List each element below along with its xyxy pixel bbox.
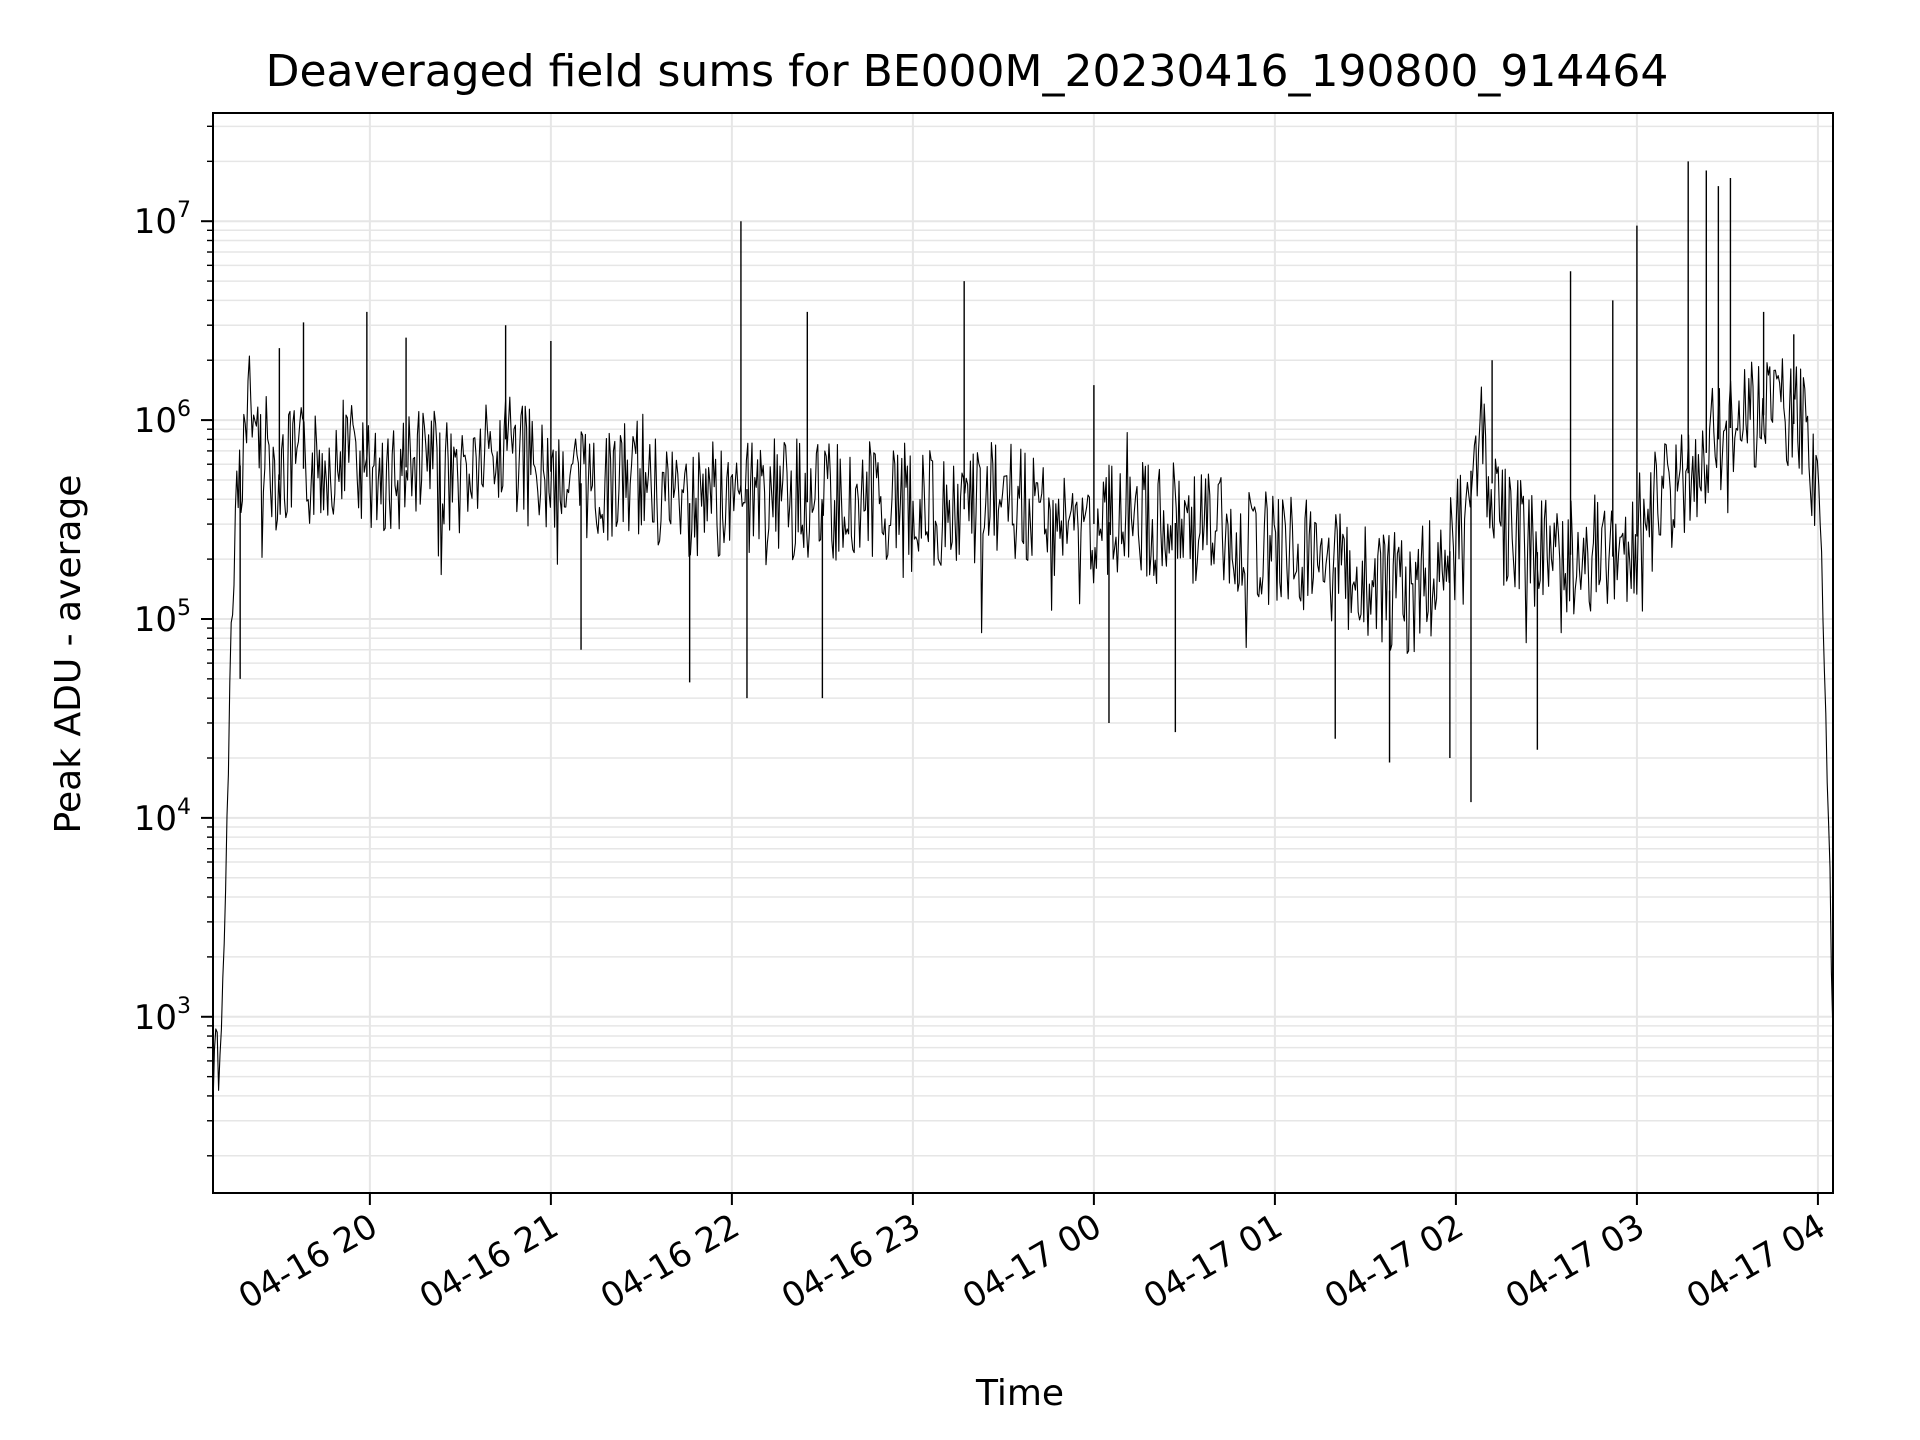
plot-frame [212, 112, 1834, 1194]
x-axis-label: Time [975, 1373, 1064, 1414]
y-axis-label: Peak ADU - average [48, 475, 89, 834]
y-tick-label: 107 [134, 198, 191, 242]
y-tick-label: 106 [134, 397, 191, 441]
x-tick-label: 04-17 03 [1499, 1206, 1651, 1317]
x-tick-label: 04-16 21 [413, 1206, 565, 1317]
x-tick-label: 04-17 00 [956, 1206, 1108, 1317]
y-tick-label: 103 [134, 994, 191, 1038]
x-tick-label: 04-16 20 [232, 1206, 384, 1317]
y-tick-label: 105 [134, 596, 191, 640]
x-tick-label: 04-16 22 [594, 1206, 746, 1317]
data-layer [212, 161, 1834, 1108]
chart-title: Deaveraged field sums for BE000M_2023041… [266, 46, 1669, 97]
x-tick-label: 04-17 02 [1318, 1206, 1470, 1317]
grid-layer [213, 113, 1833, 1193]
y-tick-label: 104 [134, 795, 191, 839]
x-tick-label: 04-17 04 [1680, 1206, 1832, 1317]
series-line [212, 355, 1834, 1108]
y-axis-ticks: 103 104 105 106 107 [134, 125, 213, 1157]
x-tick-label: 04-17 01 [1137, 1206, 1289, 1317]
x-tick-label: 04-16 23 [775, 1206, 927, 1317]
x-axis-ticks: 04-16 20 04-16 21 04-16 22 04-16 23 04-17 00… [232, 1193, 1832, 1317]
